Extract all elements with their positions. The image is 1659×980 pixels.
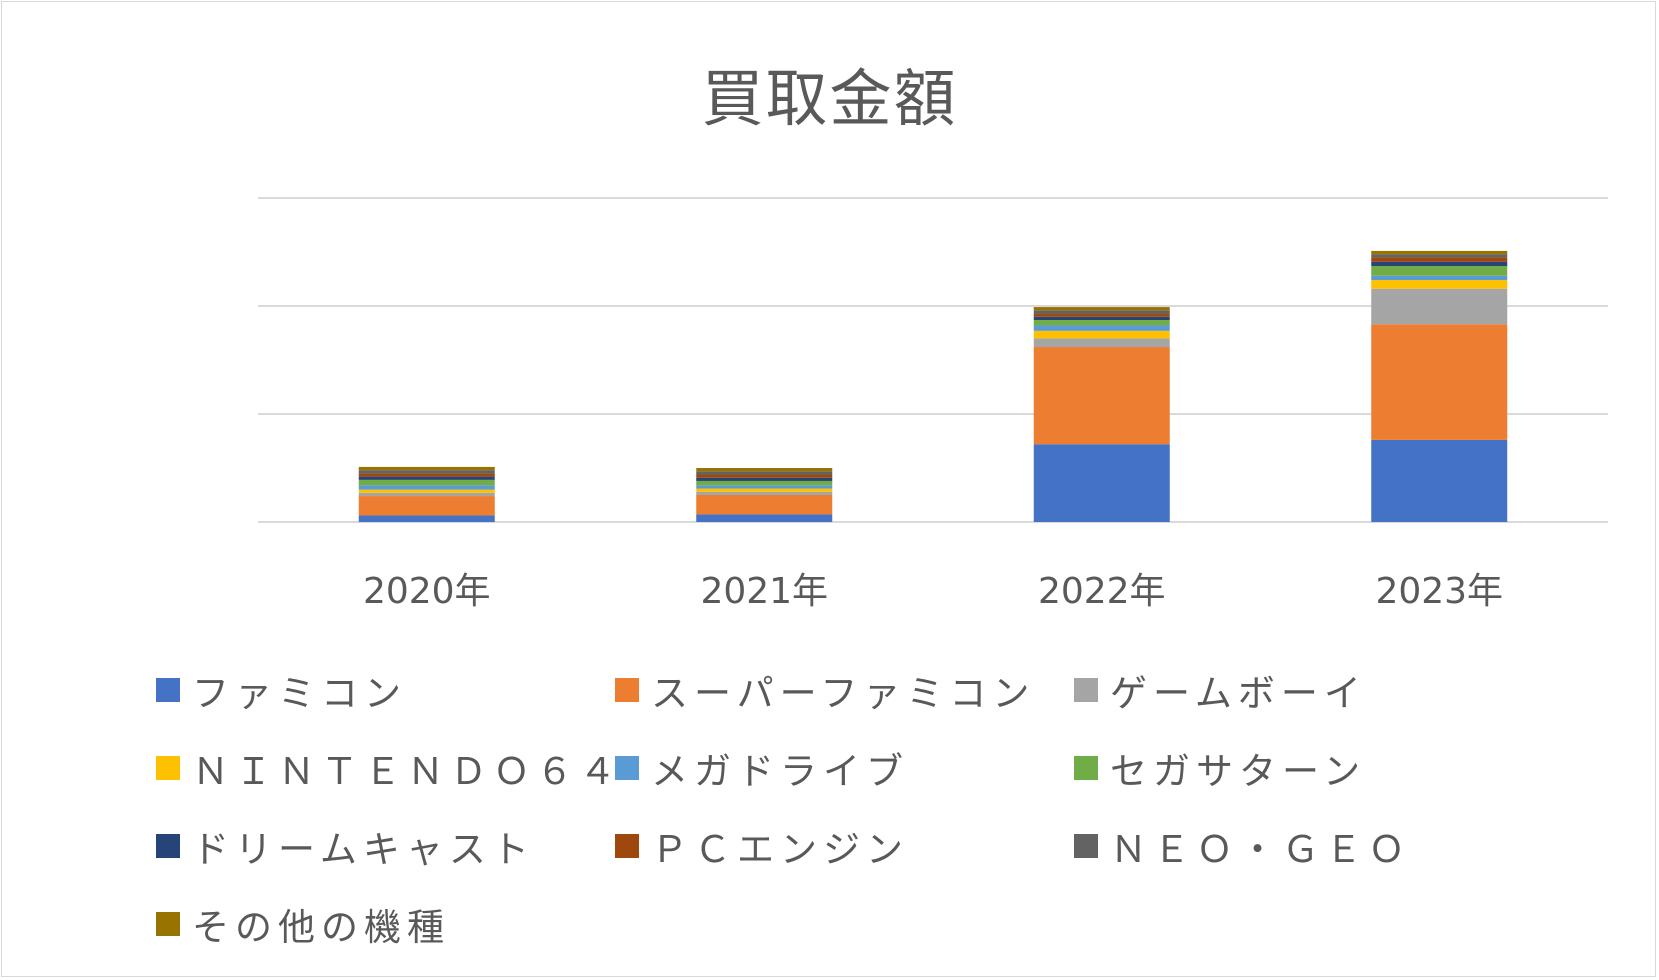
bar-segment (1371, 261, 1508, 267)
bar-segment (696, 480, 833, 486)
legend-item: ＮＥＯ・ＧＥＯ (1074, 816, 1411, 876)
legend-item: ＰＣエンジン (615, 816, 909, 876)
bar-segment (1371, 250, 1508, 255)
bar-segment (696, 474, 833, 478)
legend-label: ドリームキャスト (192, 828, 535, 871)
bar-segment (358, 476, 495, 480)
bar-segment (1371, 324, 1508, 440)
bar-segment (696, 495, 833, 515)
bar-segment (1033, 330, 1170, 339)
bar-segment (696, 471, 833, 475)
bar-segment (1371, 266, 1508, 276)
legend-item: メガドライブ (615, 738, 909, 798)
legend-item: ドリームキャスト (156, 816, 535, 876)
bar-segment (1033, 325, 1170, 331)
legend-item: ファミコン (156, 660, 407, 720)
bar-segment (1371, 439, 1508, 522)
legend-item: セガサターン (1074, 738, 1366, 798)
bar-segment (696, 485, 833, 489)
bar-segment (696, 491, 833, 495)
bar-segment (358, 489, 495, 493)
legend-swatch (615, 678, 639, 702)
legend-swatch (1074, 756, 1098, 780)
x-tick-label: 2021年 (700, 571, 829, 612)
bar-segment (358, 479, 495, 486)
legend-item: ゲームボーイ (1074, 660, 1367, 720)
legend-label: ＮＥＯ・ＧＥＯ (1110, 828, 1411, 871)
bar-segment (1371, 280, 1508, 289)
legend-label: その他の機種 (192, 906, 450, 949)
bar-segment (1033, 444, 1170, 522)
bar-segment (1033, 313, 1170, 317)
bar-segment (696, 468, 833, 472)
legend-label: セガサターン (1110, 750, 1367, 793)
x-tick-label: 2023年 (1375, 571, 1504, 612)
legend-item: スーパーファミコン (615, 660, 1035, 720)
bar-segment (1033, 310, 1170, 314)
bar-segment (358, 485, 495, 490)
legend-swatch (156, 912, 180, 936)
bar-segment (696, 514, 833, 522)
bar-segment (1371, 288, 1508, 325)
legend-label: メガドライブ (651, 750, 909, 793)
legend-swatch (615, 834, 639, 858)
legend-swatch (615, 756, 639, 780)
legend-label: ゲームボーイ (1110, 672, 1367, 715)
bar-segment (1033, 320, 1170, 326)
bar-segment (358, 496, 495, 516)
bar-segment (358, 492, 495, 497)
legend-item: その他の機種 (156, 894, 450, 954)
legend-label: ファミコン (192, 672, 407, 715)
legend-label: ＮＩＮＴＥＮＤＯ６４ (192, 750, 622, 793)
bar-segment (1033, 347, 1170, 445)
chart-title: 買取金額 (701, 62, 958, 135)
legend-label: スーパーファミコン (651, 672, 1036, 715)
bar-segment (1033, 316, 1170, 321)
bar-segment (1033, 307, 1170, 311)
legend-swatch (1074, 678, 1098, 702)
bar-segment (358, 470, 495, 474)
legend-swatch (156, 678, 180, 702)
legend-label: ＰＣエンジン (651, 828, 909, 871)
legend-swatch (156, 834, 180, 858)
x-tick-label: 2020年 (362, 571, 491, 612)
bar-segment (358, 515, 495, 522)
x-tick-label: 2022年 (1037, 571, 1166, 612)
bar-segment (358, 466, 495, 471)
legend-swatch (1074, 834, 1098, 858)
bar-segment (1033, 338, 1170, 348)
bar-segment (696, 488, 833, 492)
bar-segment (696, 477, 833, 481)
bar-segment (1371, 275, 1508, 281)
bar-segment (1371, 257, 1508, 262)
bar-segment (358, 473, 495, 477)
legend-item: ＮＩＮＴＥＮＤＯ６４ (156, 738, 622, 798)
legend-swatch (156, 756, 180, 780)
bar-segment (1371, 254, 1508, 258)
